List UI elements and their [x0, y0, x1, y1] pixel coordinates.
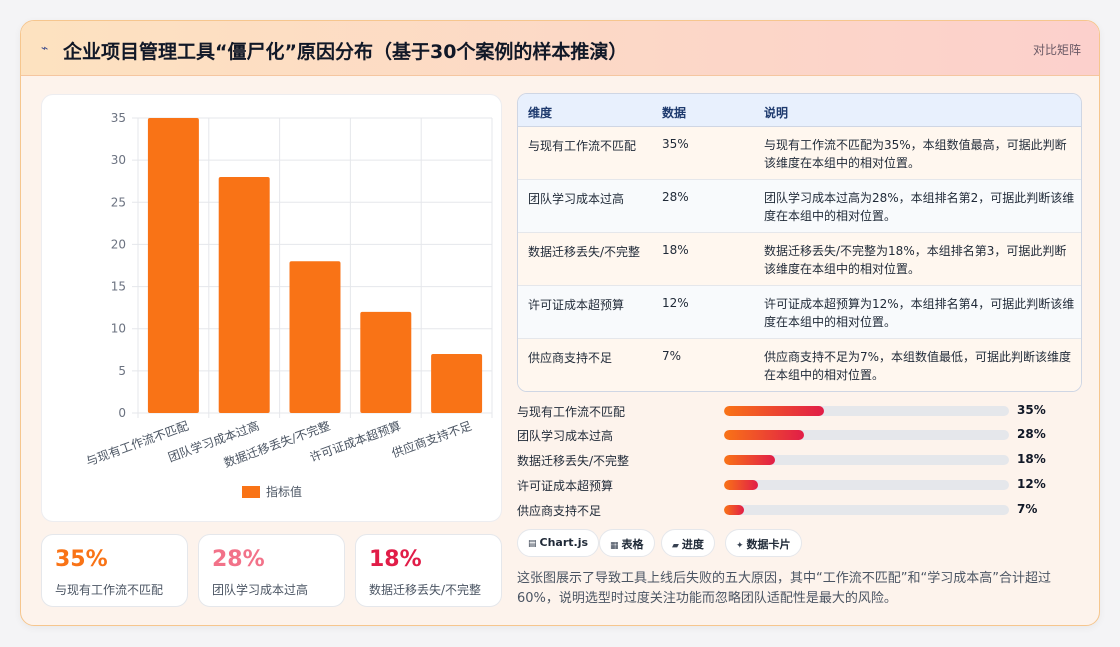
header-bar: ⌁ 企业项目管理工具“僵尸化”原因分布（基于30个案例的样本推演） 对比矩阵 [21, 21, 1099, 76]
progress-row: 许可证成本超预算 12% [517, 476, 1077, 494]
legend-label: 指标值 [266, 484, 302, 499]
y-tick-label: 20 [111, 237, 126, 251]
progress-label: 数据迁移丢失/不完整 [517, 454, 630, 468]
y-tick-label: 30 [111, 153, 126, 167]
column-header: 说明 [764, 106, 789, 120]
cell-description: 团队学习成本过高为28%，本组排名第2，可据此判断该维度在本组中的相对位置。 [764, 191, 1075, 223]
bar [289, 261, 341, 413]
progress-row: 数据迁移丢失/不完整 18% [517, 451, 1077, 469]
table-header: 维度 数据 说明 [518, 94, 1081, 127]
cell-value: 35% [662, 137, 689, 151]
progress-fill [724, 505, 744, 515]
column-header: 数据 [662, 106, 687, 120]
table-row: 供应商支持不足 7% 供应商支持不足为7%，本组数值最低，可据此判断该维度在本组… [518, 339, 1081, 391]
lightning-icon: ⌁ [41, 41, 49, 55]
y-tick-label: 10 [111, 322, 126, 336]
bar-chart: 05101520253035与现有工作流不匹配团队学习成本过高数据迁移丢失/不完… [84, 111, 493, 499]
cell-dimension: 数据迁移丢失/不完整 [528, 245, 641, 259]
summary-text: 这张图展示了导致工具上线后失败的五大原因，其中“工作流不匹配”和“学习成本高”合… [517, 571, 1051, 606]
pill-label: Chart.js [539, 536, 589, 549]
stat-value: 18% [369, 547, 422, 572]
stat-label: 数据迁移丢失/不完整 [369, 583, 482, 597]
bar [218, 177, 270, 413]
progress-track [724, 430, 1009, 440]
pill-progress[interactable]: ▰ 进度 [661, 529, 715, 557]
cell-description: 数据迁移丢失/不完整为18%，本组排名第3，可据此判断该维度在本组中的相对位置。 [764, 244, 1067, 276]
table-icon: ▦ [610, 541, 619, 551]
data-table: 维度 数据 说明 与现有工作流不匹配 35% 与现有工作流不匹配为35%，本组数… [517, 93, 1082, 392]
y-tick-label: 25 [111, 195, 126, 209]
y-tick-label: 35 [111, 111, 126, 125]
progress-row: 团队学习成本过高 28% [517, 426, 1077, 444]
y-tick-label: 0 [118, 406, 126, 420]
page-title: 企业项目管理工具“僵尸化”原因分布（基于30个案例的样本推演） [63, 41, 628, 63]
bar-chart-panel: 0 5 10 15 20 25 30 35 与现有工作流不匹配 团队学习成本过高 数据迁移丢失/不完… [41, 94, 502, 522]
progress-row: 与现有工作流不匹配 35% [517, 402, 1077, 420]
cell-value: 12% [662, 296, 689, 310]
stat-label: 团队学习成本过高 [212, 583, 309, 597]
pill-table[interactable]: ▦ 表格 [599, 529, 655, 557]
header-tag[interactable]: 对比矩阵 [1032, 43, 1081, 57]
cell-description: 许可证成本超预算为12%，本组排名第4，可据此判断该维度在本组中的相对位置。 [764, 297, 1075, 329]
table-row: 数据迁移丢失/不完整 18% 数据迁移丢失/不完整为18%，本组排名第3，可据此… [518, 233, 1081, 286]
legend-swatch [242, 486, 260, 498]
cell-description: 与现有工作流不匹配为35%，本组数值最高，可据此判断该维度在本组中的相对位置。 [764, 138, 1067, 170]
table-row: 与现有工作流不匹配 35% 与现有工作流不匹配为35%，本组数值最高，可据此判断… [518, 127, 1081, 180]
y-tick-label: 5 [118, 364, 126, 378]
stat-card-1: 35% 与现有工作流不匹配 [41, 534, 188, 607]
cell-dimension: 许可证成本超预算 [528, 298, 625, 312]
progress-label: 供应商支持不足 [517, 504, 602, 518]
cell-value: 18% [662, 243, 689, 257]
progress-track [724, 480, 1009, 490]
progress-fill [724, 406, 824, 416]
bar [431, 354, 483, 413]
table-row: 团队学习成本过高 28% 团队学习成本过高为28%，本组排名第2，可据此判断该维… [518, 180, 1081, 233]
x-tick-label: 供应商支持不足 [390, 418, 474, 461]
y-tick-label: 15 [111, 280, 126, 294]
cell-dimension: 与现有工作流不匹配 [528, 139, 637, 153]
column-header: 维度 [528, 106, 553, 120]
cell-dimension: 供应商支持不足 [528, 351, 613, 365]
stat-card-3: 18% 数据迁移丢失/不完整 [355, 534, 502, 607]
cell-value: 28% [662, 190, 689, 204]
progress-value: 18% [1017, 452, 1046, 466]
progress-value: 28% [1017, 427, 1046, 441]
progress-fill [724, 480, 759, 490]
progress-label: 与现有工作流不匹配 [517, 405, 626, 419]
stat-card-2: 28% 团队学习成本过高 [198, 534, 345, 607]
sparkle-icon: ✦ [736, 541, 744, 551]
stat-value: 28% [212, 547, 265, 572]
pill-chartjs[interactable]: ▤ Chart.js [517, 529, 600, 557]
progress-value: 12% [1017, 477, 1046, 491]
progress-track [724, 406, 1009, 416]
table-row: 许可证成本超预算 12% 许可证成本超预算为12%，本组排名第4，可据此判断该维… [518, 286, 1081, 339]
progress-value: 35% [1017, 403, 1046, 417]
pill-label: 进度 [681, 538, 704, 551]
progress-row: 供应商支持不足 7% [517, 501, 1077, 519]
stat-label: 与现有工作流不匹配 [55, 583, 164, 597]
progress-label: 团队学习成本过高 [517, 429, 614, 443]
bar [360, 311, 412, 413]
dashboard-card: ⌁ 企业项目管理工具“僵尸化”原因分布（基于30个案例的样本推演） 对比矩阵 0… [20, 20, 1100, 626]
progress-track [724, 455, 1009, 465]
stat-value: 35% [55, 547, 108, 572]
pill-label: 表格 [621, 538, 644, 551]
cell-description: 供应商支持不足为7%，本组数值最低，可据此判断该维度在本组中的相对位置。 [764, 350, 1072, 382]
cell-value: 7% [662, 349, 682, 363]
progress-track [724, 505, 1009, 515]
progress-fill [724, 430, 804, 440]
progress-icon: ▰ [672, 541, 679, 551]
bar [147, 118, 199, 413]
pill-data-card[interactable]: ✦ 数据卡片 [725, 529, 802, 557]
cell-dimension: 团队学习成本过高 [528, 192, 625, 206]
pill-label: 数据卡片 [746, 538, 791, 551]
progress-fill [724, 455, 776, 465]
progress-label: 许可证成本超预算 [517, 479, 614, 493]
progress-value: 7% [1017, 502, 1038, 516]
chart-icon: ▤ [528, 539, 537, 549]
